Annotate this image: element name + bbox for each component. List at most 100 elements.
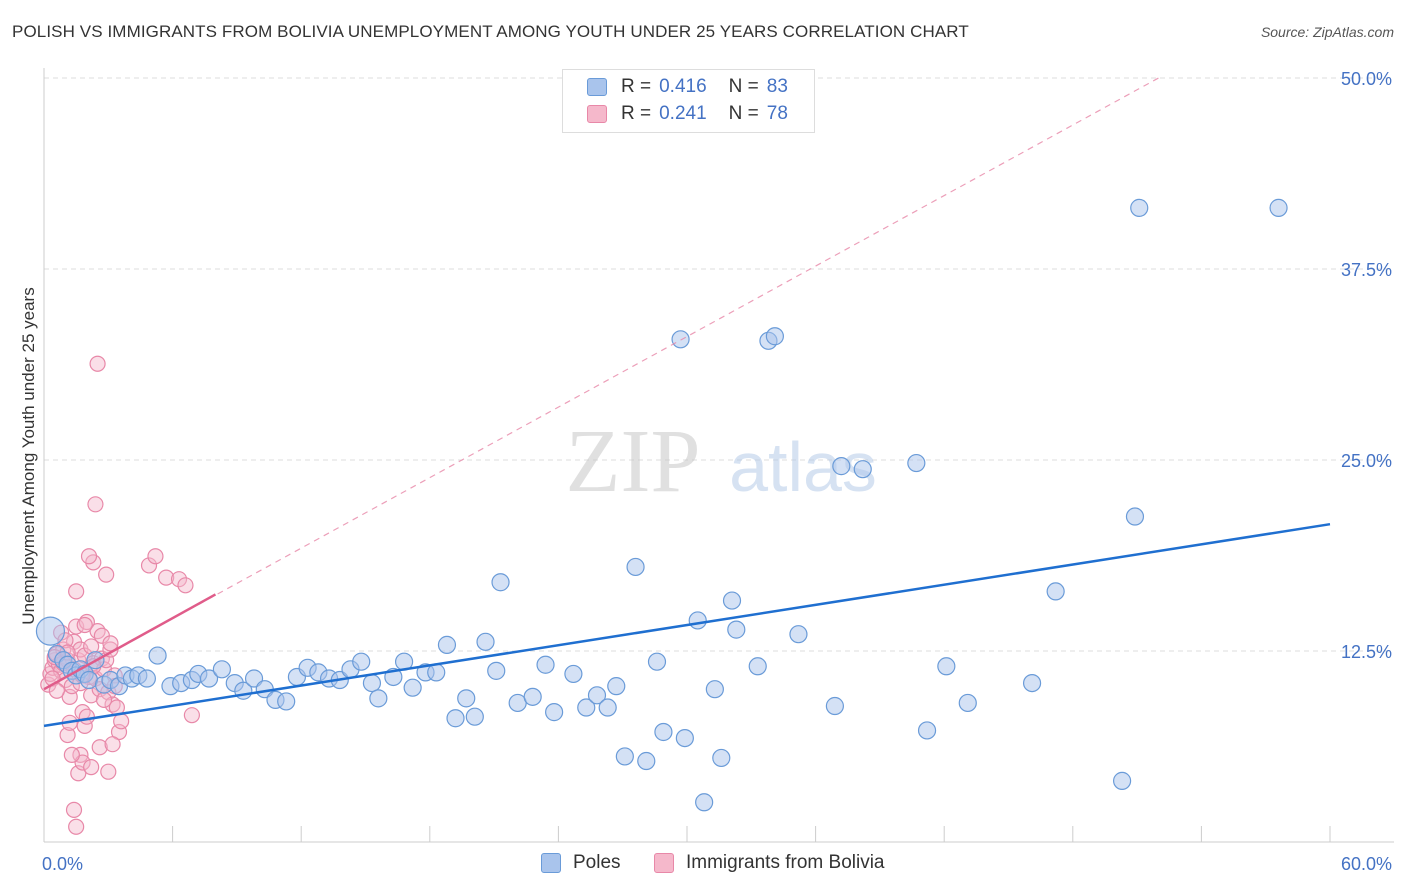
bolivia-point: [95, 691, 113, 708]
bolivia-point: [98, 566, 115, 583]
poles-point: [1046, 582, 1065, 601]
bolivia-point: [113, 713, 130, 730]
poles-point: [598, 698, 617, 717]
series-poles-points: [35, 198, 1288, 812]
x-tick-label: 60.0%: [1341, 854, 1392, 874]
legend-item-bolivia[interactable]: Immigrants from Bolivia: [654, 852, 885, 874]
y-tick-label: 25.0%: [1341, 451, 1392, 471]
bolivia-point: [83, 759, 100, 776]
poles-point: [564, 664, 583, 684]
series-bolivia-points: [40, 355, 200, 835]
bolivia-trend-line: [43, 593, 217, 691]
poles-point: [199, 669, 219, 688]
poles-point: [277, 692, 296, 711]
poles-point: [1125, 507, 1145, 526]
poles-point: [79, 670, 99, 690]
poles-point: [476, 632, 495, 651]
bolivia-point: [65, 801, 83, 819]
poles-point: [491, 573, 510, 592]
grid: [44, 77, 1394, 652]
poles-point: [1112, 771, 1132, 790]
poles-point: [137, 669, 156, 688]
poles-point: [362, 673, 382, 693]
poles-point: [536, 655, 555, 674]
poles-point: [712, 748, 731, 768]
poles-point: [446, 709, 465, 728]
poles-point: [577, 698, 596, 717]
poles-point: [1022, 673, 1042, 693]
poles-point: [675, 728, 694, 748]
bolivia-point: [100, 763, 117, 780]
correlation-legend: R = 0.416 N = 83 R = 0.241 N = 78: [562, 69, 815, 133]
poles-point: [607, 677, 626, 696]
poles-point: [403, 678, 422, 697]
legend-r-value: 0.241: [659, 103, 707, 124]
legend-r-label: R =: [621, 103, 652, 124]
bolivia-trend-extended: [43, 77, 1159, 690]
poles-point: [212, 660, 231, 679]
poles-point: [917, 721, 937, 740]
poles-point: [637, 751, 656, 771]
poles-point: [487, 661, 506, 680]
legend-swatch-blue: [587, 78, 607, 96]
y-tick-label: 37.5%: [1341, 260, 1392, 280]
bolivia-point: [140, 557, 158, 574]
poles-point: [647, 652, 667, 671]
trend-lines: [43, 77, 1331, 728]
poles-point: [352, 652, 371, 671]
y-tick-label: 12.5%: [1341, 642, 1392, 662]
poles-point: [688, 611, 707, 630]
legend-n-value: 83: [766, 76, 788, 97]
poles-point: [705, 680, 724, 699]
poles-point: [671, 330, 690, 349]
poles-point: [1130, 198, 1149, 217]
poles-point: [465, 707, 484, 726]
axis-labels: 12.5% 25.0% 37.5% 50.0% 0.0% 60.0% Unemploymen…: [19, 69, 1392, 874]
chart-source: Source: ZipAtlas.com: [1260, 24, 1394, 40]
poles-point: [523, 687, 542, 706]
bolivia-point: [78, 708, 95, 725]
legend-n-label: N =: [728, 76, 759, 97]
poles-point: [907, 453, 926, 473]
bolivia-point: [183, 707, 200, 724]
legend-item-poles[interactable]: Poles: [541, 852, 621, 874]
poles-point: [35, 616, 66, 646]
poles-point: [457, 689, 476, 708]
legend-n-value: 78: [766, 103, 788, 124]
poles-swatch: [541, 853, 561, 873]
bolivia-point: [91, 739, 108, 756]
y-axis-title: Unemployment Among Youth under 25 years: [19, 287, 38, 624]
poles-point: [832, 457, 851, 476]
legend-row-bolivia: R = 0.241 N = 78: [587, 101, 788, 127]
poles-point: [545, 703, 564, 722]
watermark-atlas: atlas: [729, 428, 877, 506]
poles-point: [695, 793, 714, 812]
poles-point: [789, 625, 808, 644]
legend-row-poles: R = 0.416 N = 83: [587, 74, 788, 100]
legend-r-value: 0.416: [659, 76, 707, 97]
x-tick-label: 0.0%: [42, 854, 83, 874]
axes: [43, 68, 1394, 843]
bolivia-point: [102, 635, 119, 652]
bolivia-label: Immigrants from Bolivia: [686, 852, 885, 873]
bolivia-point: [177, 577, 194, 594]
bolivia-point: [147, 548, 164, 565]
bolivia-point: [68, 583, 85, 600]
bolivia-point: [87, 496, 104, 513]
poles-point: [765, 327, 784, 346]
poles-point: [437, 635, 457, 654]
bolivia-point: [76, 616, 93, 634]
bolivia-point: [68, 818, 85, 835]
poles-trend-line: [43, 522, 1331, 728]
poles-point: [748, 657, 767, 676]
poles-point: [148, 646, 167, 665]
y-tick-label: 50.0%: [1341, 69, 1392, 89]
bolivia-point: [158, 569, 175, 586]
bolivia-point: [63, 746, 80, 764]
poles-label: Poles: [573, 852, 621, 873]
poles-point: [615, 747, 634, 766]
poles-point: [958, 693, 977, 713]
legend-n-label: N =: [728, 103, 759, 124]
bolivia-swatch: [654, 853, 674, 873]
poles-point: [1269, 198, 1288, 217]
